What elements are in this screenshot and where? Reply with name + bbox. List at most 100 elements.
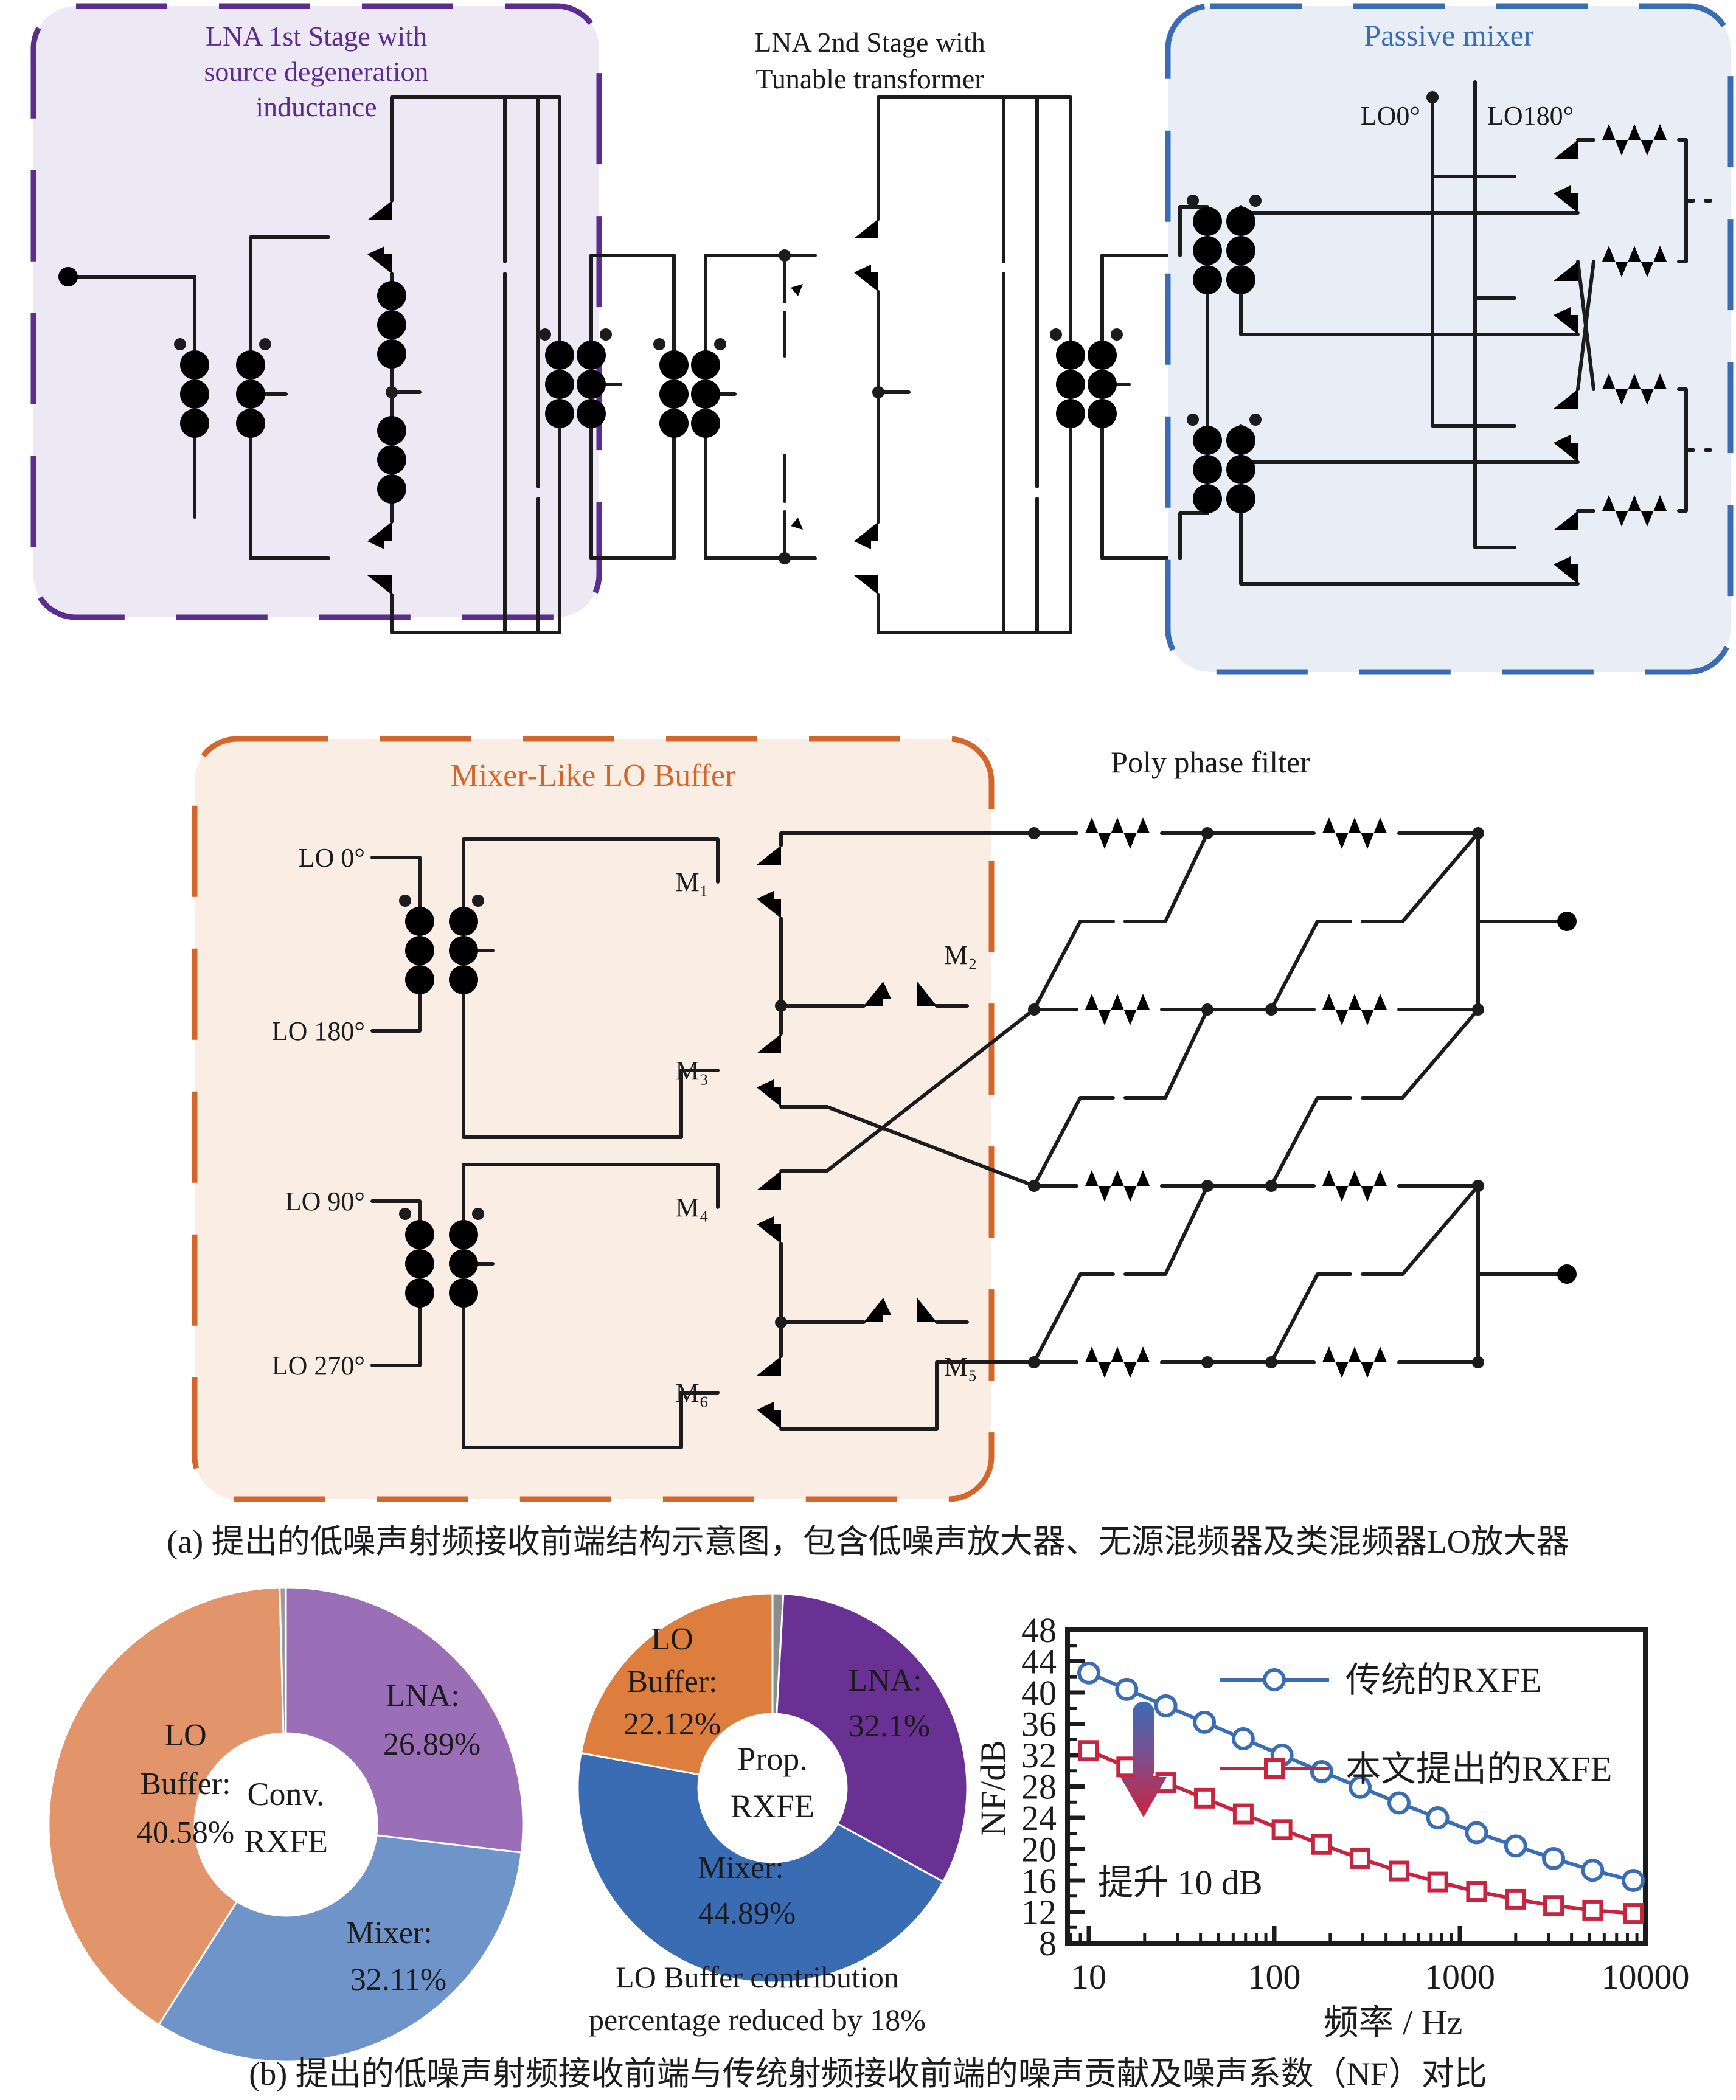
resistor-icon (1314, 1170, 1399, 1202)
transformer-coil-icon (405, 907, 434, 994)
m2-label: M₂ (944, 940, 977, 970)
output-port-icon (1557, 1264, 1577, 1284)
panel-a: LNA 1st Stage with source degeneration i… (30, 3, 1734, 1560)
ac-ground-icon (1134, 369, 1144, 400)
pie1-lna-line1: LNA: (386, 1679, 459, 1713)
output-port-icon (1557, 912, 1577, 931)
nmos-transistor-icon (815, 522, 878, 595)
junction-dot (653, 338, 665, 350)
lna1-title-line1: LNA 1st Stage with (206, 21, 427, 52)
square-marker-icon (1350, 1848, 1371, 1869)
junction-dot (1472, 1180, 1484, 1192)
x-tick-label: 1000 (1425, 1957, 1495, 1997)
pie2-lna-line1: LNA: (848, 1663, 922, 1698)
mixer-lo180-label: LO180° (1487, 101, 1574, 131)
resistor-icon (1314, 1346, 1399, 1378)
pie1-center-line2: RXFE (244, 1823, 328, 1860)
square-marker-icon (1311, 1834, 1332, 1855)
pie2-lobuffer-line1: LO (651, 1622, 693, 1657)
ppf-title: Poly phase filter (1111, 745, 1310, 779)
junction-dot (872, 386, 884, 398)
pie1-lobuffer-line1: LO (164, 1718, 206, 1753)
junction-dot (1050, 328, 1062, 341)
transformer-coil-icon (449, 907, 478, 994)
transformer-coil-icon (659, 350, 689, 438)
junction-dot (779, 552, 791, 564)
pie1-lobuffer-line2: Buffer: (140, 1767, 231, 1801)
lo-buffer-circuit (370, 831, 1036, 1449)
circle-marker-icon (1349, 1775, 1372, 1799)
junction-dot (1472, 1003, 1484, 1016)
pie-slice-lna (285, 1586, 524, 1854)
x-tick-label: 10 (1071, 1957, 1106, 1997)
resistor-icon (1077, 994, 1162, 1025)
junction-dot (1028, 1356, 1040, 1368)
transformer-coil-icon (1056, 341, 1085, 428)
square-marker-icon (1271, 1819, 1293, 1840)
junction-dot (1426, 91, 1439, 103)
legend-label: 传统的RXFE (1345, 1660, 1541, 1700)
transformer-coil-icon (1226, 426, 1255, 513)
pie1-lobuffer-line3: 40.58% (137, 1815, 234, 1850)
square-marker-icon (1388, 1860, 1409, 1882)
circle-marker-icon (1387, 1791, 1411, 1815)
resistor-icon (1077, 1170, 1162, 1202)
ac-ground-icon (625, 369, 635, 400)
pie-slice-lna (776, 1592, 968, 1883)
lna1-box (30, 3, 602, 620)
nmos-transistor-icon (815, 219, 878, 292)
inductor-coil-icon (180, 350, 209, 438)
y-tick-label: 44 (1021, 1642, 1057, 1682)
pie-slice-lo-buffer (580, 1592, 774, 1776)
lna1-title-line3: inductance (255, 91, 377, 122)
pie2-note-line2: percentage reduced by 18% (589, 2003, 926, 2037)
pie2-center-line1: Prop. (737, 1741, 808, 1777)
transformer-coil-icon (1193, 207, 1222, 294)
transformer-coil-icon (545, 341, 574, 428)
junction-dot (399, 895, 411, 907)
square-marker-icon (1543, 1895, 1564, 1916)
pie-slice-mixer (157, 1834, 523, 2063)
resistor-icon (1077, 817, 1162, 849)
transformer-coil-icon (691, 350, 720, 438)
m1-label: M₁ (676, 867, 709, 897)
junction-dot (472, 895, 484, 907)
ac-ground-icon (914, 376, 923, 408)
ac-ground-icon (740, 378, 749, 410)
y-tick-label: 28 (1021, 1767, 1057, 1807)
lna1-circuit (58, 95, 676, 634)
caption-b: (b) 提出的低噪声射频接收前端与传统射频接收前端的噪声贡献及噪声系数（NF）对… (249, 2056, 1487, 2092)
circle-marker-icon (1465, 1821, 1488, 1845)
inductor-coil-icon (236, 350, 265, 438)
square-marker-icon (1232, 1803, 1254, 1825)
m4-label: M₄ (676, 1193, 709, 1222)
pie-slice-other (279, 1586, 287, 1734)
junction-dot (1201, 1180, 1213, 1192)
y-tick-label: 36 (1021, 1705, 1057, 1744)
pie2-lobuffer-line2: Buffer: (627, 1665, 717, 1699)
circle-marker-icon (1310, 1760, 1333, 1784)
circle-marker-icon (1193, 1710, 1217, 1734)
pie-slice-lo-buffer (47, 1586, 285, 2026)
lna2-circuit (653, 95, 1182, 634)
transformer-coil-icon (1193, 426, 1222, 513)
mixer-circuit (1178, 80, 1725, 586)
legend-square-marker-icon (1264, 1758, 1285, 1779)
wires (1032, 831, 1559, 1364)
pie-conventional-rxfe (47, 1586, 524, 2063)
transformer-coil-icon (577, 341, 606, 428)
y-tick-label: 16 (1021, 1861, 1057, 1901)
lo180-label: LO 180° (272, 1016, 365, 1046)
junction-dot (1187, 414, 1199, 426)
pie2-mixer-line1: Mixer: (698, 1851, 784, 1885)
y-tick-label: 32 (1021, 1736, 1057, 1775)
junction-dot (1028, 1180, 1040, 1192)
transformer-coil-icon (449, 1220, 478, 1308)
mixer-lo0-label: LO0° (1361, 101, 1420, 131)
circle-marker-icon (1581, 1859, 1605, 1882)
x-tick-label: 100 (1248, 1957, 1301, 1997)
pie-proposed-rxfe (577, 1592, 968, 1984)
pie1-lna-line2: 26.89% (383, 1727, 481, 1762)
